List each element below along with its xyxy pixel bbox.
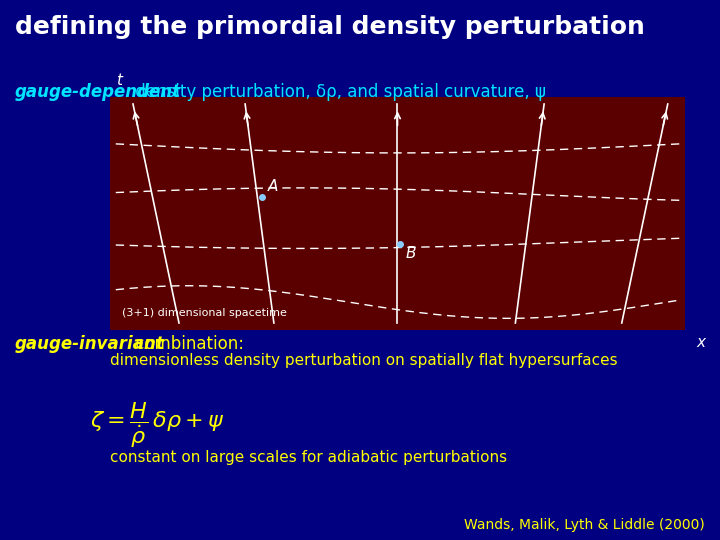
Text: gauge-dependent: gauge-dependent (15, 83, 181, 101)
Text: Wands, Malik, Lyth & Liddle (2000): Wands, Malik, Lyth & Liddle (2000) (464, 518, 705, 532)
Text: (3+1) dimensional spacetime: (3+1) dimensional spacetime (122, 308, 287, 319)
Text: x: x (696, 335, 706, 350)
Text: dimensionless density perturbation on spatially flat hypersurfaces: dimensionless density perturbation on sp… (110, 353, 618, 368)
Text: combination:: combination: (130, 335, 244, 353)
Bar (110, 97, 685, 330)
Text: defining the primordial density perturbation: defining the primordial density perturba… (15, 15, 645, 39)
Text: B: B (405, 246, 416, 261)
Text: t: t (116, 73, 122, 87)
Text: constant on large scales for adiabatic perturbations: constant on large scales for adiabatic p… (110, 450, 507, 465)
Text: gauge-invariant: gauge-invariant (15, 335, 165, 353)
Text: A: A (267, 179, 278, 194)
Text: $\zeta = \dfrac{H}{\dot{\rho}}\,\delta\rho + \psi$: $\zeta = \dfrac{H}{\dot{\rho}}\,\delta\r… (90, 400, 225, 450)
Text: density perturbation, δρ, and spatial curvature, ψ: density perturbation, δρ, and spatial cu… (130, 83, 546, 101)
